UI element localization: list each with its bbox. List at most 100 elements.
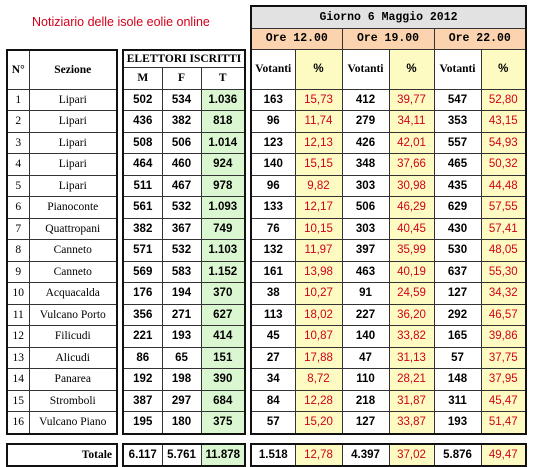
row-number: 12 <box>6 325 30 348</box>
row-number: 3 <box>6 131 30 154</box>
electors-m: 569 <box>122 260 163 283</box>
pct-2200: 39,86 <box>480 325 527 348</box>
pct-1200: 10,15 <box>294 217 343 240</box>
voters-1900: 279 <box>341 110 390 133</box>
pct-2200: 55,30 <box>480 260 527 283</box>
section-name: Lipari <box>28 174 118 197</box>
pct-2200: 52,80 <box>480 88 527 111</box>
electors-t: 1.103 <box>200 239 246 262</box>
electors-t: 684 <box>200 389 246 412</box>
voters-1200: 45 <box>250 325 296 348</box>
pct-1900: 40,45 <box>388 217 435 240</box>
pct-1900: 37,66 <box>388 153 435 176</box>
voters-2200: 292 <box>433 303 482 326</box>
table-row: 9 Canneto 569 583 1.152 161 13,98 463 40,19 637 55… <box>6 260 527 283</box>
pct-1900: 24,59 <box>388 282 435 305</box>
total-voters-2200: 5.876 <box>433 442 482 467</box>
section-name: Quattropani <box>28 217 118 240</box>
pct-2200: 45,47 <box>480 389 527 412</box>
voters-2200: 148 <box>433 368 482 391</box>
electors-t: 627 <box>200 303 246 326</box>
section-name: Pianoconte <box>28 196 118 219</box>
voters-2200: 165 <box>433 325 482 348</box>
voters-2200: 127 <box>433 282 482 305</box>
row-number: 13 <box>6 346 30 369</box>
electors-m: 192 <box>122 368 163 391</box>
pct-1200: 9,82 <box>294 174 343 197</box>
pct-2200: 57,55 <box>480 196 527 219</box>
time-header-2200: Ore 22.00 <box>433 27 527 50</box>
voters-1900: 348 <box>341 153 390 176</box>
pct-2200: 51,47 <box>480 411 527 435</box>
pct-2200: 50,32 <box>480 153 527 176</box>
total-voters-1900: 4.397 <box>341 442 390 467</box>
total-label: Totale <box>6 442 118 467</box>
electors-f: 382 <box>161 110 202 133</box>
section-name: Vulcano Porto <box>28 303 118 326</box>
total-f: 5.761 <box>161 442 202 467</box>
col-header-pct-1200: % <box>294 49 343 90</box>
voters-1900: 412 <box>341 88 390 111</box>
pct-1200: 15,73 <box>294 88 343 111</box>
section-name: Lipari <box>28 110 118 133</box>
electors-t: 818 <box>200 110 246 133</box>
col-header-m: M <box>122 66 163 90</box>
row-number: 16 <box>6 411 30 435</box>
voters-1900: 127 <box>341 411 390 435</box>
electors-t: 375 <box>200 411 246 435</box>
pct-1900: 31,13 <box>388 346 435 369</box>
section-name: Panarea <box>28 368 118 391</box>
row-number: 6 <box>6 196 30 219</box>
electors-t: 414 <box>200 325 246 348</box>
time-header-1200: Ore 12.00 <box>250 27 343 50</box>
section-name: Canneto <box>28 260 118 283</box>
col-header-section: Sezione <box>28 48 118 90</box>
table-row: 7 Quattropani 382 367 749 76 10,15 303 40,45 430 5… <box>6 217 527 240</box>
section-name: Vulcano Piano <box>28 411 118 435</box>
row-number: 11 <box>6 303 30 326</box>
electors-m: 571 <box>122 239 163 262</box>
voters-2200: 353 <box>433 110 482 133</box>
row-number: 7 <box>6 217 30 240</box>
electors-m: 221 <box>122 325 163 348</box>
total-t: 11.878 <box>200 442 246 467</box>
electors-t: 1.152 <box>200 260 246 283</box>
pct-1200: 13,98 <box>294 260 343 283</box>
electors-f: 460 <box>161 153 202 176</box>
pct-1200: 11,74 <box>294 110 343 133</box>
electors-t: 1.093 <box>200 196 246 219</box>
col-header-pct-1900: % <box>388 49 435 90</box>
electors-m: 508 <box>122 131 163 154</box>
electors-f: 271 <box>161 303 202 326</box>
electors-m: 436 <box>122 110 163 133</box>
voters-2200: 637 <box>433 260 482 283</box>
pct-1900: 46,29 <box>388 196 435 219</box>
time-header-1900: Ore 19.00 <box>341 27 435 50</box>
electors-t: 1.036 <box>200 88 246 111</box>
voters-2200: 193 <box>433 411 482 435</box>
col-header-voters-1200: Votanti <box>250 49 296 90</box>
voters-2200: 530 <box>433 239 482 262</box>
pct-1200: 12,17 <box>294 196 343 219</box>
voters-1200: 132 <box>250 239 296 262</box>
page: { "site_title": "Notiziario delle isole … <box>6 5 527 467</box>
voters-1200: 76 <box>250 217 296 240</box>
electors-t: 1.014 <box>200 131 246 154</box>
col-header-electors: ELETTORI ISCRITTI <box>122 48 246 68</box>
pct-1900: 33,87 <box>388 411 435 435</box>
col-header-f: F <box>161 66 202 90</box>
electors-f: 532 <box>161 239 202 262</box>
voters-1200: 34 <box>250 368 296 391</box>
voters-1200: 123 <box>250 131 296 154</box>
col-header-pct-2200: % <box>480 49 527 90</box>
electors-m: 86 <box>122 346 163 369</box>
pct-2200: 43,15 <box>480 110 527 133</box>
col-header-t: T <box>200 66 246 90</box>
voters-2200: 547 <box>433 88 482 111</box>
col-header-number: N° <box>6 48 30 90</box>
pct-1200: 17,88 <box>294 346 343 369</box>
pct-1900: 31,87 <box>388 389 435 412</box>
date-header: Giorno 6 Maggio 2012 <box>250 5 527 29</box>
voters-2200: 465 <box>433 153 482 176</box>
electors-m: 561 <box>122 196 163 219</box>
